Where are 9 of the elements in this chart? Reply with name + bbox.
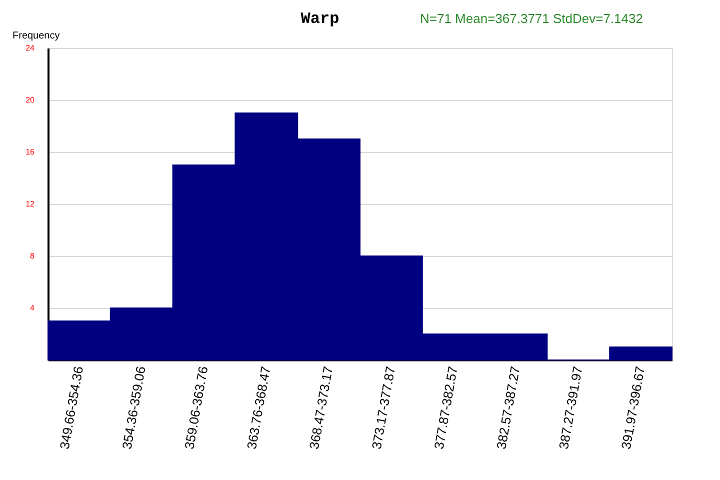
y-tick-label: 24 (26, 44, 36, 52)
y-tick-label: 4 (30, 304, 36, 312)
text: N=71 Mean=367.3771 StdDev=7.1432 (420, 11, 643, 26)
y-axis-title: Frequency (12, 30, 60, 42)
y-tick-label: 16 (26, 148, 36, 156)
y-tick-label: 12 (26, 200, 36, 208)
y-tick-label: 20 (26, 96, 36, 104)
y-tick-label: 8 (30, 252, 36, 260)
chart-title: Warp (300, 10, 340, 28)
